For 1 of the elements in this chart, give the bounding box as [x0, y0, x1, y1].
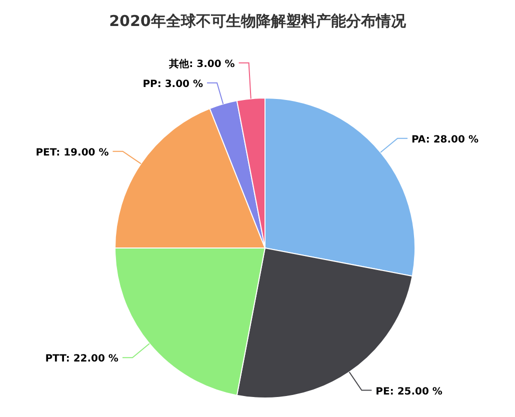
title: 2020年全球不可生物降解塑料产能分布情况 [109, 12, 406, 30]
